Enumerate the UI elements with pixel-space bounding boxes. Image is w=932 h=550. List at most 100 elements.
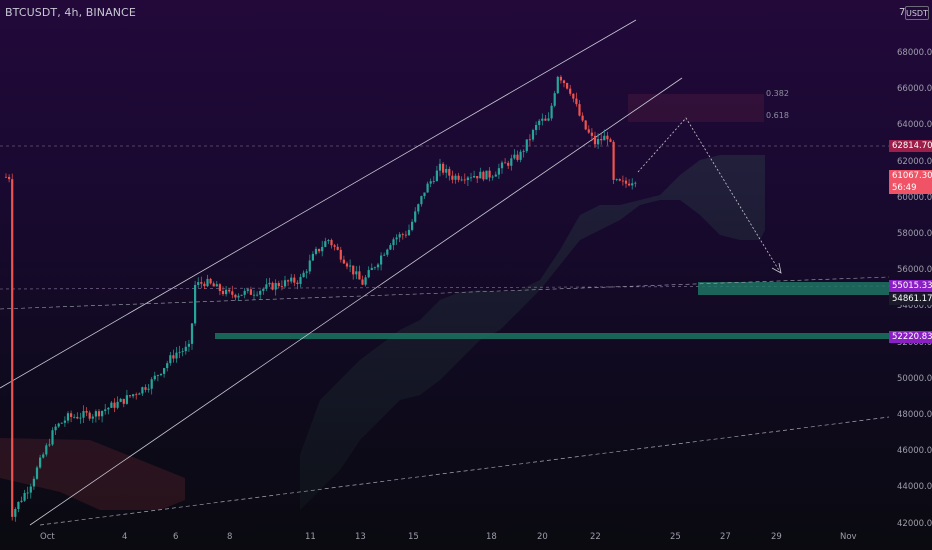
candle-body xyxy=(404,234,407,236)
candle-body xyxy=(367,270,370,278)
candle-body xyxy=(324,241,327,247)
currency-button[interactable]: USDT xyxy=(905,6,929,20)
x-tick-label: 8 xyxy=(227,532,233,542)
candle-body xyxy=(525,139,528,152)
candle-body xyxy=(274,283,277,290)
candle-body xyxy=(57,423,60,427)
candle-body xyxy=(240,294,243,296)
candle-body xyxy=(364,277,367,285)
candle-body xyxy=(460,179,463,181)
candle-body xyxy=(339,249,342,260)
candle-body xyxy=(603,135,606,141)
candle-body xyxy=(259,290,262,295)
candle-body xyxy=(330,240,333,246)
candle-body xyxy=(39,457,42,468)
candle-body xyxy=(553,93,556,106)
candle-body xyxy=(587,129,590,133)
candle-body xyxy=(482,171,485,180)
x-tick-label: 29 xyxy=(771,532,782,542)
candle-body xyxy=(473,176,476,178)
candle-body xyxy=(414,211,417,222)
candle-body xyxy=(237,295,240,298)
x-tick-label: 27 xyxy=(720,532,731,542)
candle-body xyxy=(345,263,349,267)
candle-body xyxy=(628,183,631,186)
candle-body xyxy=(435,170,438,182)
candle-body xyxy=(135,394,138,396)
trend-line-dashed xyxy=(39,416,890,526)
candle-body xyxy=(302,272,305,278)
candle-body xyxy=(566,83,569,89)
symbol-label[interactable]: BTCUSDT, 4h, BINANCE xyxy=(5,6,136,19)
candle-body xyxy=(169,355,172,364)
candle-body xyxy=(283,280,287,287)
candle-body xyxy=(355,271,358,275)
candle-body xyxy=(163,368,166,374)
candle-body xyxy=(575,98,578,105)
candle-body xyxy=(423,192,426,197)
candle-body xyxy=(299,277,302,284)
x-tick-label: 22 xyxy=(590,532,601,542)
log-scale-button[interactable]: 7 xyxy=(899,7,906,18)
candle-body xyxy=(333,245,336,247)
candle-body xyxy=(147,388,150,390)
candle-body xyxy=(519,151,522,160)
candle-body xyxy=(23,492,26,501)
candle-body xyxy=(426,183,429,193)
candle-body xyxy=(550,105,553,119)
candle-body xyxy=(318,248,321,252)
x-tick-label: 11 xyxy=(305,532,316,542)
candle-body xyxy=(569,88,572,94)
candle-body xyxy=(172,355,175,359)
candle-body xyxy=(485,170,488,180)
candle-body xyxy=(246,289,249,291)
candle-body xyxy=(488,170,491,178)
candle-body xyxy=(342,259,345,264)
candle-body xyxy=(4,176,8,178)
candle-body xyxy=(457,175,460,180)
candle-body xyxy=(54,426,57,431)
candle-body xyxy=(221,291,225,295)
candle-body xyxy=(522,151,525,152)
candle-body xyxy=(432,181,435,182)
candle-body xyxy=(66,413,70,421)
candle-body xyxy=(63,420,66,423)
candle-body xyxy=(392,239,395,246)
y-tick-label: 66000.00 xyxy=(897,84,932,95)
candle-body xyxy=(32,478,35,487)
candle-body xyxy=(556,76,559,94)
candle-body xyxy=(609,139,612,142)
candle-body xyxy=(215,284,218,287)
candle-body xyxy=(358,271,361,280)
forecast-path xyxy=(637,117,781,273)
candle-body xyxy=(262,288,265,291)
x-tick-label: 6 xyxy=(173,532,179,542)
y-tick-label: 50000.00 xyxy=(897,373,932,384)
candle-body xyxy=(141,387,144,394)
candle-body xyxy=(311,253,314,261)
candle-body xyxy=(181,351,184,352)
candle-body xyxy=(398,234,401,238)
candle-body xyxy=(101,410,104,417)
candle-body xyxy=(597,138,600,145)
candle-body xyxy=(296,282,299,284)
candle-body xyxy=(156,375,159,376)
candle-body xyxy=(395,237,398,240)
y-tick-label: 54000.00 xyxy=(897,301,932,312)
candle-body xyxy=(621,180,624,182)
price-axis[interactable]: 68000.00 66000.00 64000.00 62000.00 60000.00… xyxy=(890,0,932,529)
candle-body xyxy=(531,130,535,140)
candle-body xyxy=(466,177,469,181)
x-tick-label: 18 xyxy=(486,532,497,542)
candle-body xyxy=(469,177,473,179)
candle-body xyxy=(448,168,451,176)
candle-body xyxy=(417,204,420,212)
x-tick-label: 15 xyxy=(408,532,419,542)
candle-body xyxy=(116,401,119,408)
candle-body xyxy=(119,398,122,402)
candle-body xyxy=(442,163,445,173)
candle-body xyxy=(60,422,63,424)
x-tick-label: 20 xyxy=(537,532,548,542)
